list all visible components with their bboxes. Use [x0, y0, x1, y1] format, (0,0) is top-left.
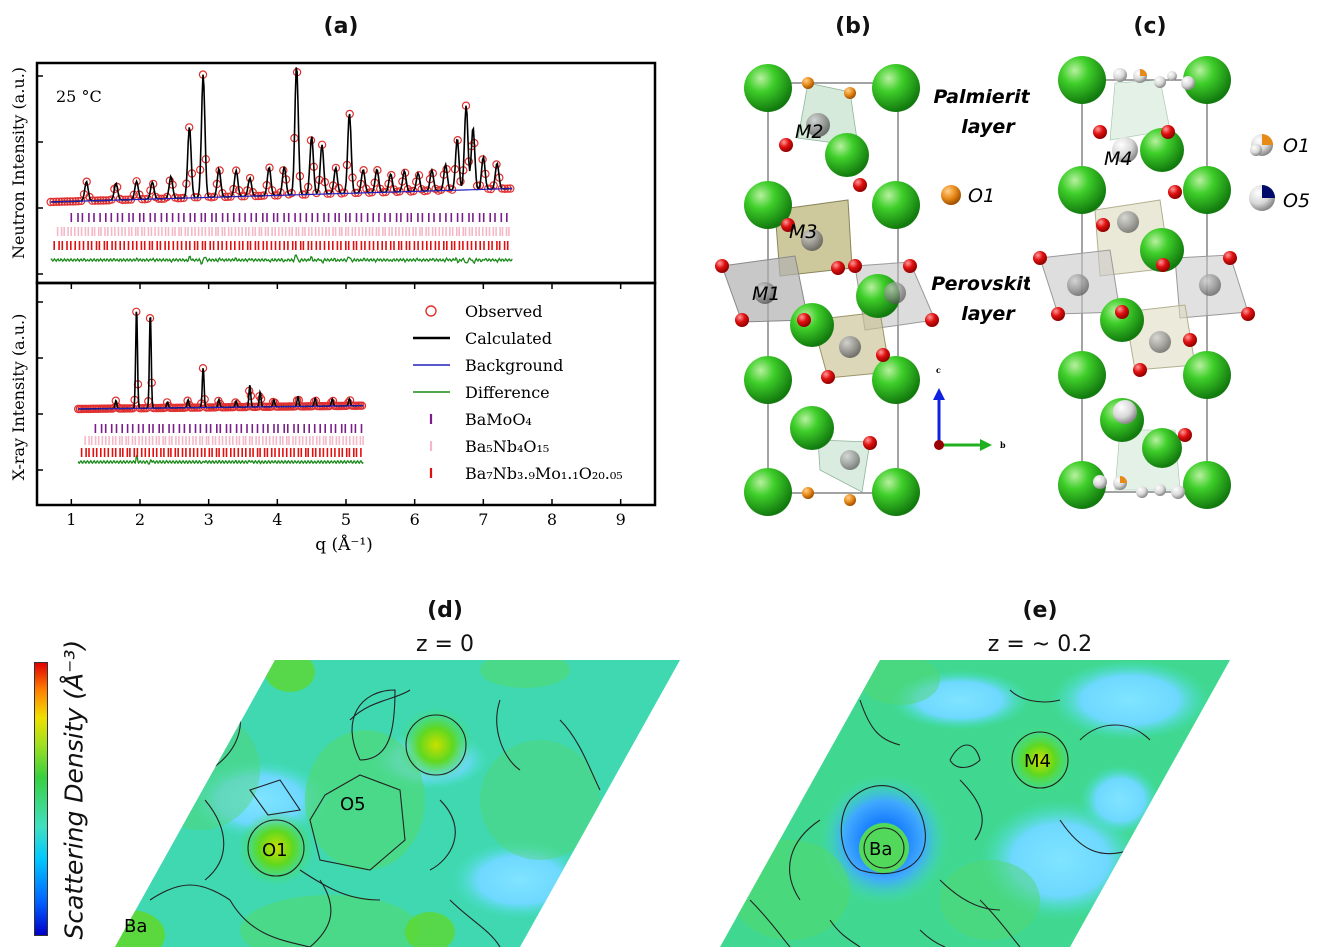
o1-legend-c: O1 — [1250, 134, 1310, 157]
axis-indicator: c b — [933, 365, 1006, 451]
structure-c: O1 O5 M4 — [1033, 56, 1310, 509]
neutron-calculated-line — [50, 67, 513, 203]
neutron-observed-point — [231, 166, 241, 175]
x-tick-label: 3 — [204, 510, 214, 529]
legend-entry: Ba₇Nb₃.₉Mo₁.₁O₂₀.₀₅ — [429, 464, 623, 483]
x-ticks: 1 2 3 4 5 6 7 8 9 — [66, 283, 626, 529]
oxygen-atoms-c — [1033, 125, 1255, 442]
metal-atoms-c — [1067, 137, 1221, 424]
panel-label-c: (c) — [1133, 14, 1167, 39]
label-palmierite: Palmierite — [933, 86, 1030, 108]
neutron-background-line — [50, 188, 513, 203]
x-tick-label: 1 — [66, 510, 76, 529]
legend-label: Observed — [465, 302, 542, 321]
legend-label: Difference — [465, 383, 550, 402]
colorbar — [34, 662, 48, 936]
neutron-observed-point — [162, 192, 172, 202]
ba-atoms-b — [744, 64, 920, 516]
legend-entry: Difference — [413, 383, 550, 402]
panel-label-a: (a) — [323, 14, 359, 39]
label-o5-c: O5 — [1283, 190, 1310, 212]
xray-observed — [73, 307, 367, 414]
diffraction-chart: Neutron Intensity (a.u.) X-ray Intensity… — [9, 61, 657, 555]
xray-calculated-line — [78, 311, 364, 410]
neutron-observed-point — [312, 188, 321, 198]
label-o1-b: O1 — [968, 185, 995, 207]
map-e-label-ba: Ba — [869, 839, 892, 860]
label-perovskite-layer: layer — [961, 303, 1016, 325]
legend-label: Calculated — [465, 329, 552, 348]
neutron-reflections-1 — [56, 227, 510, 236]
metal-atoms-b — [754, 113, 906, 470]
neutron-observed-point — [245, 173, 255, 183]
legend-label: Ba₅Nb₄O₁₅ — [465, 437, 549, 456]
label-m4: M4 — [1104, 148, 1132, 170]
xray-reflections-2 — [80, 448, 362, 457]
o5-legend-c: O5 — [1249, 185, 1310, 212]
map-d-label-o5: O5 — [340, 794, 366, 815]
ba-atoms-c — [1058, 56, 1231, 509]
xray-difference-line — [77, 453, 364, 465]
label-m3: M3 — [789, 221, 817, 243]
map-d-label-ba: Ba — [124, 916, 147, 937]
panel-label-e: (e) — [1022, 598, 1058, 623]
label-m2: M2 — [795, 121, 823, 143]
xray-reflections-0 — [94, 424, 363, 433]
neutron-curves — [46, 67, 515, 265]
structure-b: M2 M3 M1 Palmierite layer O1 Perovskite … — [715, 64, 1030, 516]
xray-y-ticks — [37, 301, 43, 471]
x-tick-label: 7 — [478, 510, 488, 529]
axis-c-label: c — [936, 365, 941, 375]
split-sites-c — [1093, 68, 1195, 499]
xray-curves — [73, 307, 367, 465]
neutron-observed-point — [132, 177, 141, 186]
legend-entry: Ba₅Nb₄O₁₅ — [429, 437, 549, 456]
x-tick-label: 6 — [410, 510, 420, 529]
label-palmierite-layer: layer — [961, 116, 1016, 138]
o1-atoms-b — [802, 77, 961, 506]
neutron-observed-point — [389, 185, 399, 194]
map-e-label-m4: M4 — [1024, 751, 1051, 772]
scattering-map-d: O5 O1 Ba — [115, 660, 680, 947]
oxygen-atoms-b — [715, 138, 939, 450]
neutron-difference-line — [50, 254, 513, 265]
axis-b-label: b — [1000, 440, 1006, 450]
legend-entry: Calculated — [413, 329, 552, 348]
label-perovskite: Perovskite — [931, 273, 1030, 295]
neutron-reflections-0 — [70, 213, 508, 222]
scattering-map-e: M4 Ba — [720, 660, 1230, 947]
xray-background-line — [78, 405, 364, 410]
label-m1: M1 — [752, 283, 780, 305]
legend-marker — [425, 305, 437, 317]
xray-observed-point — [111, 396, 121, 405]
map-d-label-o1: O1 — [262, 840, 288, 861]
map-e-z-label: z = ~ 0.2 — [987, 632, 1093, 657]
neutron-y-ticks — [37, 75, 43, 275]
x-tick-label: 2 — [135, 510, 145, 529]
panel-label-d: (d) — [427, 598, 463, 623]
legend-label: BaMoO₄ — [465, 410, 532, 429]
neutron-reflections-2 — [53, 241, 509, 250]
panel-label-b: (b) — [835, 14, 871, 39]
legend-entry: Observed — [425, 302, 542, 321]
legend-label: Background — [465, 356, 563, 375]
x-tick-label: 8 — [547, 510, 557, 529]
xray-ylabel: X-ray Intensity (a.u.) — [9, 314, 28, 481]
legend-label: Ba₇Nb₃.₉Mo₁.₁O₂₀.₀₅ — [465, 464, 623, 483]
x-tick-label: 4 — [272, 510, 282, 529]
legend-entry: Background — [413, 356, 563, 375]
legend-entry: BaMoO₄ — [429, 410, 532, 429]
x-tick-label: 9 — [616, 510, 626, 529]
label-o1-c: O1 — [1283, 135, 1310, 157]
neutron-ylabel: Neutron Intensity (a.u.) — [9, 67, 28, 259]
map-d-z-label: z = 0 — [416, 632, 474, 657]
colorbar-label: Scattering Density (Å⁻³) — [59, 639, 89, 940]
xray-reflections-1 — [84, 436, 364, 445]
x-axis-label: q (Å⁻¹) — [315, 534, 373, 555]
temperature-annotation: 25 °C — [56, 87, 102, 106]
x-tick-label: 5 — [341, 510, 351, 529]
legend: Observed Calculated Background Difference Ba… — [413, 302, 623, 483]
